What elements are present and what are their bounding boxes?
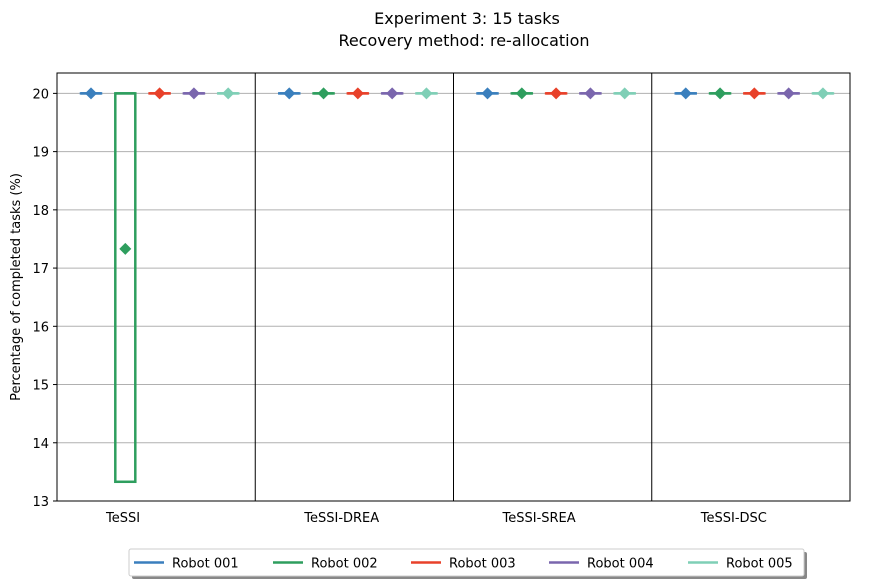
x-tick-label: TeSSI-SREA: [502, 511, 576, 526]
mean-marker: [283, 87, 296, 100]
group-dividers: [254, 73, 653, 501]
legend-label: Robot 001: [172, 557, 239, 572]
y-tick-label: 16: [32, 320, 49, 335]
y-tick-label: 18: [32, 204, 49, 219]
mean-marker: [119, 242, 132, 255]
mean-marker: [481, 87, 494, 100]
mean-marker: [515, 87, 528, 100]
y-tick-label: 20: [32, 87, 49, 102]
y-tick-label: 13: [32, 495, 49, 510]
legend-label: Robot 004: [587, 557, 654, 572]
mean-marker: [222, 87, 235, 100]
y-axis-ticks: 13 14 15 16 17 18 19 20: [32, 87, 57, 510]
mean-marker: [351, 87, 364, 100]
mean-marker: [816, 87, 829, 100]
x-tick-label: TeSSI-DSC: [700, 511, 767, 526]
mean-marker: [550, 87, 563, 100]
x-axis-group-labels: TeSSI TeSSI-DREA TeSSI-SREA TeSSI-DSC: [105, 511, 767, 526]
mean-marker: [748, 87, 761, 100]
mean-marker: [386, 87, 399, 100]
legend: Robot 001 Robot 002 Robot 003 Robot 004 Robo…: [128, 548, 807, 579]
chart-title-line-1: Experiment 3: 15 tasks: [374, 9, 560, 28]
plot-frame: [56, 72, 851, 502]
mean-marker: [714, 87, 727, 100]
mean-marker: [317, 87, 330, 100]
y-tick-label: 15: [32, 379, 49, 394]
mean-marker: [782, 87, 795, 100]
mean-marker: [153, 87, 166, 100]
y-tick-label: 17: [32, 262, 49, 277]
legend-label: Robot 005: [726, 557, 793, 572]
legend-label: Robot 003: [449, 557, 516, 572]
y-tick-label: 14: [32, 437, 49, 452]
legend-box: [128, 548, 805, 577]
chart-title-line-2: Recovery method: re-allocation: [338, 31, 589, 50]
x-tick-label: TeSSI: [105, 511, 140, 526]
legend-label: Robot 002: [311, 557, 378, 572]
mean-marker: [85, 87, 97, 100]
box-plots: [79, 87, 835, 484]
mean-marker: [420, 87, 433, 100]
x-tick-label: TeSSI-DREA: [303, 511, 379, 526]
mean-marker: [618, 87, 631, 100]
y-axis-label: Percentage of completed tasks (%): [9, 173, 24, 401]
mean-marker: [187, 87, 200, 100]
mean-marker: [584, 87, 597, 100]
y-tick-label: 19: [32, 146, 49, 161]
mean-marker: [679, 87, 692, 100]
